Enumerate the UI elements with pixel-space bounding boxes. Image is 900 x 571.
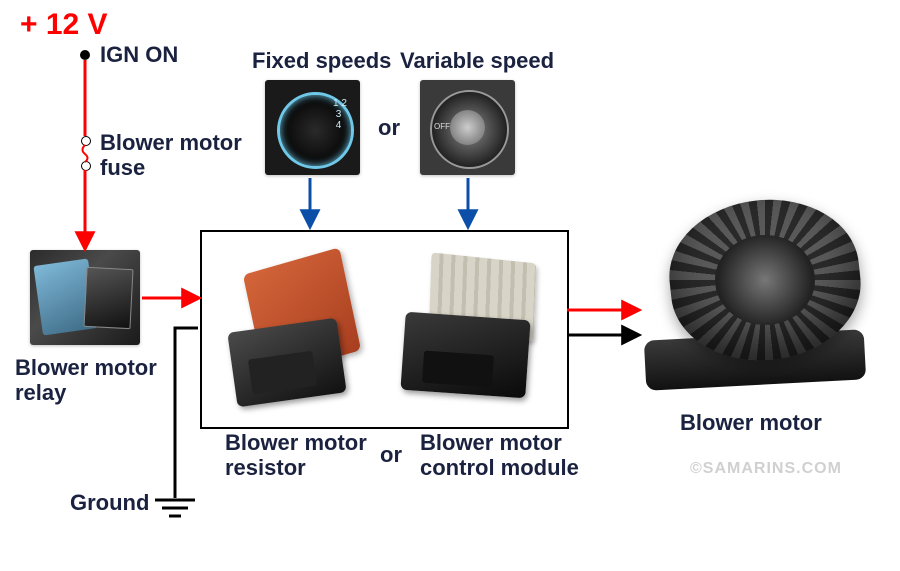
wiring-overlay <box>0 0 900 571</box>
